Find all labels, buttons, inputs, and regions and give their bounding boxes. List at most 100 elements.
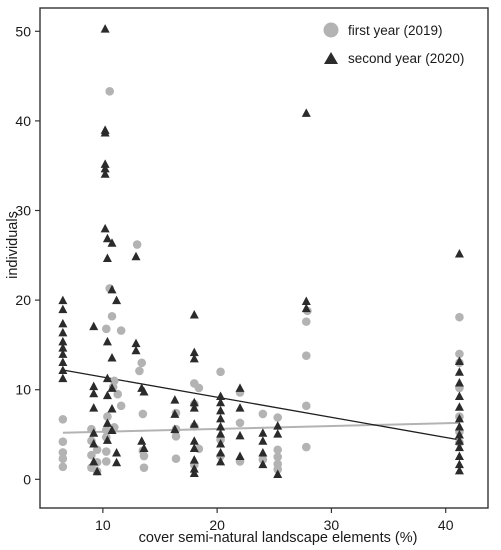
trendline-first-year bbox=[62, 421, 460, 434]
point-first-year bbox=[258, 409, 268, 419]
y-tick-label: 30 bbox=[15, 203, 31, 219]
y-axis: 0 10 20 30 40 50 bbox=[15, 23, 40, 487]
point-second-year bbox=[102, 373, 112, 383]
point-second-year bbox=[100, 163, 110, 173]
point-second-year bbox=[131, 338, 141, 348]
point-second-year bbox=[92, 466, 102, 476]
point-second-year bbox=[100, 223, 110, 233]
y-tick-label: 40 bbox=[15, 113, 31, 129]
point-second-year bbox=[301, 296, 311, 306]
point-second-year bbox=[107, 352, 117, 362]
point-first-year bbox=[58, 454, 68, 464]
point-first-year bbox=[116, 401, 126, 411]
point-second-year bbox=[100, 24, 110, 33]
point-second-year bbox=[89, 428, 99, 437]
point-second-year bbox=[454, 430, 464, 439]
point-second-year bbox=[89, 438, 99, 448]
point-first-year bbox=[273, 445, 283, 455]
point-first-year bbox=[103, 412, 112, 421]
point-second-year bbox=[273, 429, 283, 438]
point-second-year bbox=[170, 395, 180, 404]
point-second-year bbox=[189, 419, 199, 428]
point-second-year bbox=[216, 405, 226, 415]
point-second-year bbox=[58, 295, 68, 305]
point-first-year bbox=[58, 414, 68, 424]
x-tick-label: 30 bbox=[324, 517, 340, 533]
point-second-year bbox=[454, 356, 464, 366]
point-first-year bbox=[216, 367, 225, 377]
point-second-year bbox=[189, 436, 199, 445]
point-second-year bbox=[112, 447, 122, 457]
point-second-year bbox=[216, 438, 226, 448]
point-first-year bbox=[301, 351, 311, 360]
y-axis-label: individuals bbox=[5, 211, 21, 279]
point-second-year bbox=[102, 418, 112, 427]
point-first-year bbox=[58, 448, 68, 457]
point-second-year bbox=[454, 421, 464, 431]
point-first-year bbox=[137, 358, 147, 368]
point-second-year bbox=[216, 429, 226, 438]
point-second-year bbox=[102, 233, 112, 243]
point-second-year bbox=[102, 435, 112, 444]
y-tick-label: 10 bbox=[15, 382, 31, 398]
point-second-year bbox=[454, 442, 464, 452]
x-axis: 10 20 30 40 bbox=[95, 508, 454, 533]
point-second-year bbox=[89, 456, 99, 466]
point-first-year bbox=[101, 324, 111, 334]
point-second-year bbox=[189, 309, 199, 319]
point-second-year bbox=[107, 238, 117, 247]
point-first-year bbox=[139, 463, 149, 472]
point-first-year bbox=[235, 418, 245, 428]
point-second-year bbox=[454, 367, 464, 376]
point-second-year bbox=[58, 327, 68, 337]
point-second-year bbox=[107, 383, 117, 392]
point-first-year bbox=[455, 312, 464, 322]
point-first-year bbox=[171, 432, 181, 441]
point-second-year bbox=[58, 349, 68, 358]
point-first-year bbox=[101, 447, 111, 456]
point-second-year bbox=[454, 249, 464, 258]
point-second-year bbox=[189, 347, 199, 357]
point-first-year bbox=[273, 452, 283, 462]
point-first-year bbox=[455, 349, 464, 359]
point-second-year bbox=[58, 365, 68, 375]
point-second-year bbox=[170, 409, 180, 418]
point-second-year bbox=[189, 397, 199, 407]
point-second-year bbox=[273, 469, 283, 478]
point-second-year bbox=[58, 336, 68, 346]
point-second-year bbox=[100, 169, 110, 178]
point-second-year bbox=[189, 468, 199, 478]
point-first-year bbox=[58, 462, 68, 472]
point-first-year bbox=[301, 317, 311, 326]
point-second-year bbox=[189, 403, 199, 412]
point-first-year bbox=[132, 240, 142, 249]
point-first-year bbox=[107, 311, 117, 321]
point-second-year bbox=[454, 402, 464, 411]
y-tick-label: 20 bbox=[15, 292, 31, 308]
y-tick-label: 0 bbox=[23, 471, 31, 487]
point-second-year bbox=[170, 424, 180, 434]
point-second-year bbox=[216, 397, 226, 407]
point-second-year bbox=[258, 436, 268, 445]
point-second-year bbox=[112, 457, 122, 467]
point-first-year bbox=[171, 454, 181, 464]
point-first-year bbox=[109, 376, 119, 386]
point-second-year bbox=[216, 413, 226, 423]
point-second-year bbox=[100, 159, 110, 168]
point-second-year bbox=[107, 425, 117, 435]
x-tick-label: 10 bbox=[95, 517, 111, 533]
point-second-year bbox=[89, 321, 99, 331]
point-second-year bbox=[301, 108, 311, 117]
point-first-year bbox=[101, 457, 111, 466]
point-first-year bbox=[113, 389, 123, 399]
point-second-year bbox=[273, 421, 283, 430]
point-first-year bbox=[138, 409, 148, 419]
point-first-year bbox=[301, 442, 311, 452]
point-second-year bbox=[216, 447, 226, 457]
point-second-year bbox=[131, 251, 141, 261]
point-second-year bbox=[258, 459, 268, 469]
point-second-year bbox=[258, 428, 268, 437]
point-first-year bbox=[273, 413, 283, 422]
point-second-year bbox=[102, 336, 112, 346]
point-second-year bbox=[454, 451, 464, 461]
